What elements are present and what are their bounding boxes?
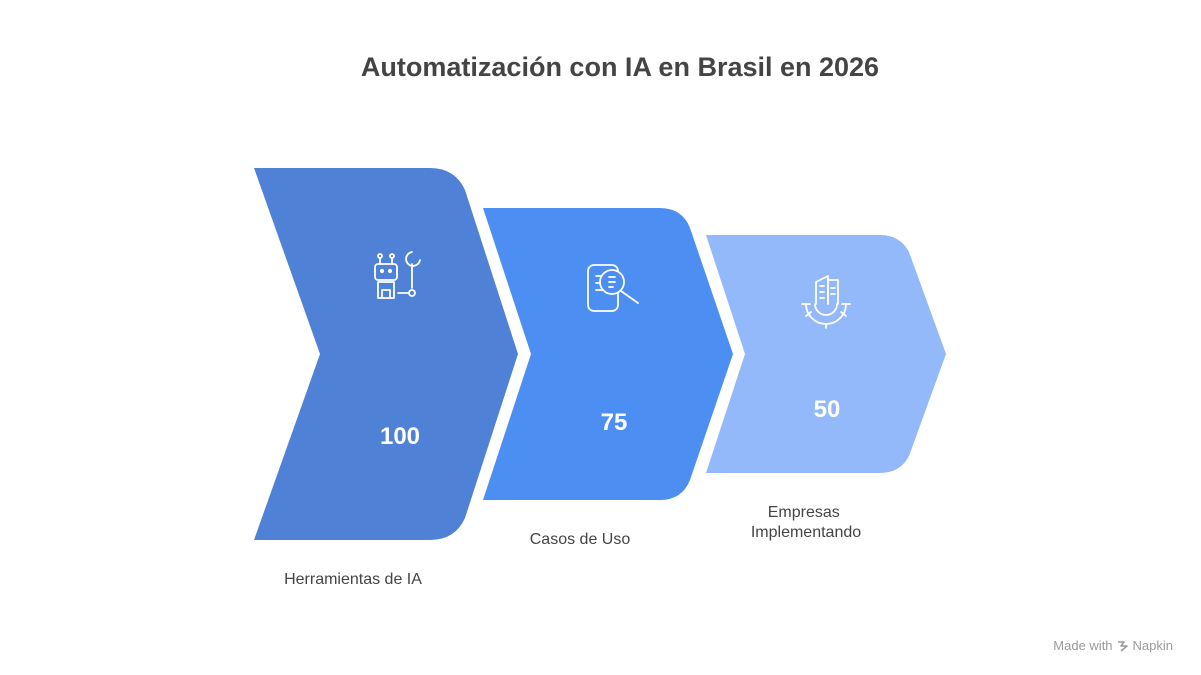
stage-chevron: [254, 168, 518, 540]
napkin-logo-icon: [1117, 640, 1128, 652]
stage-chevron: [706, 235, 946, 473]
building-gear-icon: [801, 275, 851, 329]
stage-chevron: [483, 208, 733, 500]
stage-label: Empresas Implementando: [751, 504, 861, 541]
made-with-text: Made with: [1053, 638, 1113, 653]
stage-herramientas: 100 Herramientas de IA: [254, 168, 518, 588]
stage-value: 50: [814, 396, 841, 423]
stage-value: 75: [601, 409, 628, 436]
stage-value: 100: [380, 423, 420, 450]
robot-wrench-icon: [374, 251, 421, 299]
stage-label-line: Empresas: [768, 504, 840, 521]
stage-label: Casos de Uso: [530, 531, 631, 548]
stage-empresas: 50 Empresas Implementando: [706, 235, 946, 541]
stage-label-line: Implementando: [751, 524, 861, 541]
diagram-title: Automatización con IA en Brasil en 2026: [360, 52, 880, 82]
stage-label: Herramientas de IA: [284, 571, 422, 588]
document-search-icon: [587, 264, 639, 312]
napkin-brand-text: Napkin: [1132, 638, 1173, 653]
stage-casos-de-uso: 75 Casos de Uso: [483, 208, 733, 548]
made-with-napkin-watermark[interactable]: Made with Napkin: [1053, 638, 1173, 653]
